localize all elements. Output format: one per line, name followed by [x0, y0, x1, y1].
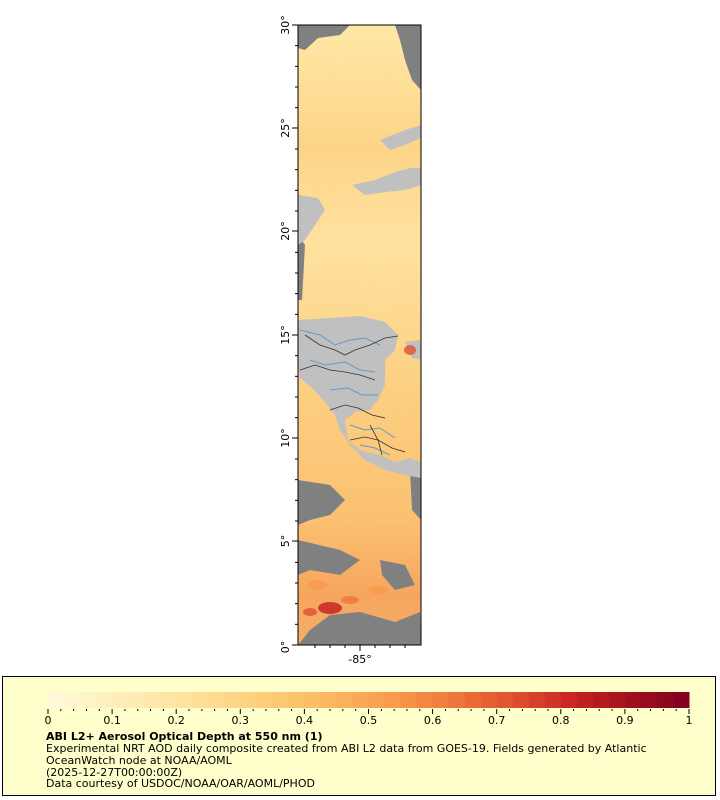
lat-label-15: 15°	[279, 325, 292, 345]
legend-title: ABI L2+ Aerosol Optical Depth at 550 nm …	[46, 730, 323, 743]
colorbar-cell	[240, 692, 257, 708]
colorbar-cell	[672, 692, 690, 708]
colorbar-tick-label: 0.6	[424, 714, 442, 727]
map-svg: 0° 5° 10° 15° 20° 25° 30° -85°	[279, 15, 422, 666]
colorbar-tick-label: 0.7	[488, 714, 506, 727]
map-area: 0° 5° 10° 15° 20° 25° 30° -85°	[279, 15, 422, 666]
lon-axis	[314, 645, 406, 651]
colorbar-cell	[544, 692, 562, 708]
colorbar-cell	[192, 692, 209, 708]
lat-label-30: 30°	[279, 15, 292, 35]
colorbar-cell	[576, 692, 594, 708]
colorbar-cell	[160, 692, 177, 708]
colorbar-cell	[320, 692, 337, 708]
cuba-land	[380, 125, 421, 150]
colorbar: 0 0.1 0.2 0.3 0.4 0.5 0.6 0.7 0.8 0.9 1	[45, 692, 693, 727]
colorbar-ticks	[47, 709, 690, 714]
colorbar-cell	[80, 692, 97, 708]
colorbar-labels: 0 0.1 0.2 0.3 0.4 0.5 0.6 0.7 0.8 0.9 1	[45, 714, 693, 727]
colorbar-cell	[448, 692, 466, 708]
colorbar-cell	[608, 692, 626, 708]
colorbar-cell	[656, 692, 674, 708]
colorbar-tick-label: 0.2	[167, 714, 185, 727]
colorbar-cell	[416, 692, 434, 708]
colorbar-cell	[432, 692, 450, 708]
colorbar-tick-label: 0.5	[360, 714, 378, 727]
colorbar-cell	[624, 692, 642, 708]
lat-label-20: 20°	[279, 221, 292, 241]
colorbar-cell	[496, 692, 514, 708]
lat-label-0: 0°	[279, 641, 292, 654]
lat-minor-ticks	[295, 45, 298, 625]
colorbar-cell	[480, 692, 498, 708]
mexico-land	[298, 195, 325, 245]
colorbar-cell	[368, 692, 386, 708]
colorbar-cell	[592, 692, 610, 708]
colorbar-cell	[176, 692, 193, 708]
lat-label-25: 25°	[279, 118, 292, 138]
colorbar-cell	[256, 692, 273, 708]
colorbar-cell	[128, 692, 145, 708]
colorbar-cell	[112, 692, 129, 708]
country-borders	[299, 334, 406, 456]
colorbar-cell	[272, 692, 289, 708]
colorbar-cell	[464, 692, 482, 708]
colorbar-cell	[528, 692, 546, 708]
colorbar-cells	[48, 692, 690, 708]
colorbar-tick-label: 0.3	[232, 714, 250, 727]
legend-time: (2025-12-27T00:00:00Z)	[46, 766, 183, 779]
colorbar-cell	[400, 692, 418, 708]
colorbar-cell	[560, 692, 578, 708]
central-america-land	[298, 316, 421, 478]
colorbar-tick-label: 0.4	[296, 714, 314, 727]
colorbar-cell	[352, 692, 369, 708]
colorbar-cell	[288, 692, 305, 708]
colorbar-cell	[96, 692, 113, 708]
lat-axis	[292, 24, 298, 646]
colorbar-cell	[336, 692, 353, 708]
colorbar-cell	[512, 692, 530, 708]
nodata-regions	[298, 25, 421, 645]
legend-description: Experimental NRT AOD daily composite cre…	[46, 742, 647, 767]
colorbar-cell	[384, 692, 402, 708]
lon-label-minus85: -85°	[348, 653, 371, 666]
colorbar-cell	[224, 692, 241, 708]
colorbar-tick-label: 0	[45, 714, 52, 727]
colorbar-cell	[144, 692, 161, 708]
colorbar-tick-label: 0.1	[103, 714, 121, 727]
yucatan-land	[352, 168, 421, 195]
colorbar-cell	[304, 692, 321, 708]
colorbar-tick-label: 0.9	[616, 714, 634, 727]
colorbar-cell	[640, 692, 658, 708]
lat-label-10: 10°	[279, 428, 292, 448]
high-aod-spots	[303, 345, 416, 616]
colorbar-cell	[64, 692, 81, 708]
colorbar-cell	[48, 692, 65, 708]
lat-label-5: 5°	[279, 535, 292, 548]
colorbar-cell	[208, 692, 225, 708]
legend-credit: Data courtesy of USDOC/NOAA/OAR/AOML/PHO…	[46, 777, 315, 790]
colorbar-tick-label: 0.8	[552, 714, 570, 727]
colorbar-tick-label: 1	[686, 714, 693, 727]
